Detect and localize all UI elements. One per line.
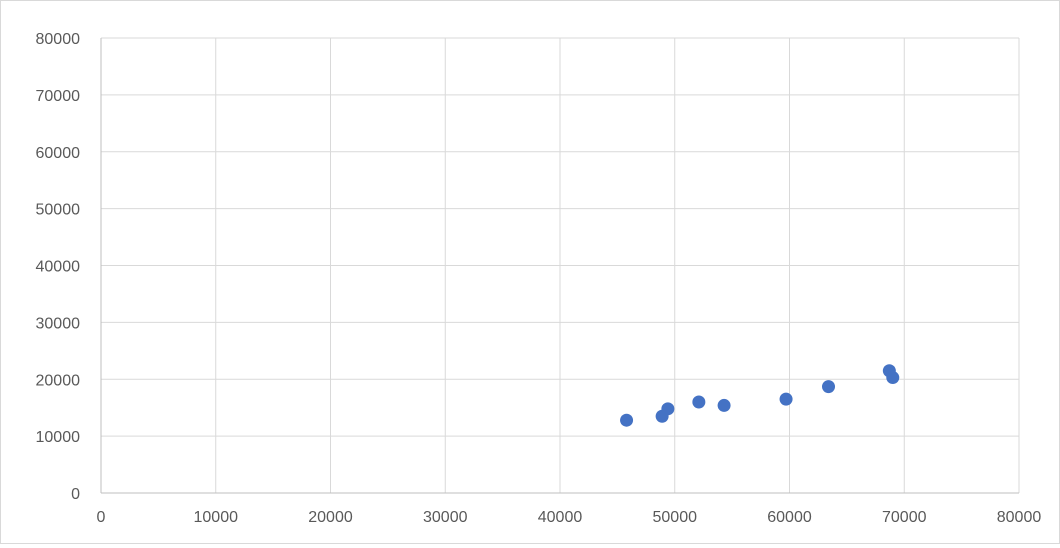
y-tick-label: 60000	[36, 145, 81, 162]
x-tick-label: 10000	[194, 509, 239, 526]
x-tick-label: 60000	[767, 509, 812, 526]
y-tick-labels: 0 10000 20000 30000 40000 50000 60000 70000 8000…	[36, 31, 81, 503]
x-tick-label: 80000	[997, 509, 1042, 526]
y-tick-label: 20000	[36, 372, 81, 389]
data-point	[620, 413, 634, 427]
y-tick-label: 40000	[36, 259, 81, 276]
y-tick-label: 30000	[36, 315, 81, 332]
x-tick-label: 0	[97, 509, 106, 526]
y-tick-label: 50000	[36, 202, 81, 219]
data-point	[822, 380, 836, 394]
data-point	[717, 398, 731, 412]
data-point	[661, 402, 675, 416]
data-point	[886, 371, 900, 385]
x-tick-label: 30000	[423, 509, 468, 526]
data-point	[692, 395, 706, 409]
x-tick-labels: 0 10000 20000 30000 40000 50000 60000 70000 8000…	[97, 509, 1042, 526]
x-tick-label: 20000	[308, 509, 353, 526]
data-points	[620, 364, 900, 427]
grid-lines	[101, 37, 1020, 493]
data-point	[779, 392, 793, 406]
y-tick-label: 10000	[36, 429, 81, 446]
x-tick-label: 50000	[653, 509, 698, 526]
x-tick-label: 70000	[882, 509, 927, 526]
x-tick-label: 40000	[538, 509, 583, 526]
y-tick-label: 80000	[36, 31, 81, 48]
y-tick-label: 0	[71, 486, 80, 503]
y-tick-label: 70000	[36, 88, 81, 105]
axes	[100, 38, 1019, 494]
